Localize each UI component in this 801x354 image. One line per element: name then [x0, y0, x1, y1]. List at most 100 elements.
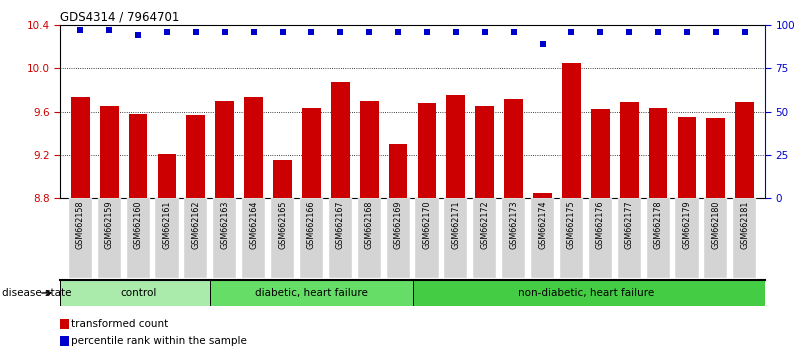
Bar [589, 198, 612, 278]
Bar [733, 198, 756, 278]
Bar [328, 198, 352, 278]
Text: non-diabetic, heart failure: non-diabetic, heart failure [517, 288, 654, 298]
Point [74, 27, 87, 33]
Text: GSM662173: GSM662173 [509, 201, 518, 249]
Point [739, 29, 751, 35]
Bar [502, 198, 525, 278]
Point [131, 32, 144, 38]
Text: GSM662158: GSM662158 [76, 201, 85, 249]
Text: GSM662169: GSM662169 [393, 201, 403, 249]
Bar [127, 198, 150, 278]
Point [594, 29, 606, 35]
Point [103, 27, 115, 33]
Bar [129, 114, 147, 198]
Bar [388, 144, 408, 198]
Bar [560, 198, 583, 278]
Point [421, 29, 433, 35]
Bar [675, 198, 698, 278]
Point [652, 29, 665, 35]
Bar [417, 103, 437, 198]
Bar [533, 193, 552, 198]
Text: GSM662176: GSM662176 [596, 201, 605, 249]
Bar [360, 101, 379, 198]
Bar [71, 97, 90, 198]
Text: GSM662162: GSM662162 [191, 201, 200, 249]
Bar [620, 102, 638, 198]
Bar [60, 319, 69, 329]
Bar [215, 101, 234, 198]
Text: GSM662161: GSM662161 [163, 201, 171, 249]
Bar [155, 198, 179, 278]
Bar [98, 198, 121, 278]
Bar [416, 198, 438, 278]
Text: GSM662171: GSM662171 [451, 201, 461, 249]
Text: diabetic, heart failure: diabetic, heart failure [255, 288, 368, 298]
Text: disease state: disease state [2, 288, 71, 298]
Bar [60, 336, 69, 346]
Text: GSM662164: GSM662164 [249, 201, 258, 249]
Bar [273, 160, 292, 198]
Text: GSM662167: GSM662167 [336, 201, 344, 249]
Point [392, 29, 405, 35]
Bar [473, 198, 497, 278]
Bar [704, 198, 727, 278]
Point [478, 29, 491, 35]
Text: GSM662178: GSM662178 [654, 201, 662, 249]
Bar [213, 198, 236, 278]
Text: GSM662180: GSM662180 [711, 201, 720, 249]
Point [536, 41, 549, 47]
Text: GSM662174: GSM662174 [538, 201, 547, 249]
Text: GSM662172: GSM662172 [481, 201, 489, 249]
Text: GSM662179: GSM662179 [682, 201, 691, 249]
Bar [618, 198, 641, 278]
Bar [184, 198, 207, 278]
Text: GSM662166: GSM662166 [307, 201, 316, 249]
Bar [187, 115, 205, 198]
Point [363, 29, 376, 35]
Text: GSM662181: GSM662181 [740, 201, 749, 249]
Bar [475, 106, 494, 198]
Bar [445, 198, 468, 278]
Bar [591, 109, 610, 198]
Point [449, 29, 462, 35]
Text: GSM662165: GSM662165 [278, 201, 287, 249]
Text: control: control [120, 288, 156, 298]
Bar [646, 198, 670, 278]
Text: GSM662175: GSM662175 [567, 201, 576, 249]
Bar [357, 198, 380, 278]
Text: GDS4314 / 7964701: GDS4314 / 7964701 [60, 11, 179, 24]
Text: GSM662170: GSM662170 [422, 201, 432, 249]
Bar [331, 82, 350, 198]
Bar [60, 280, 216, 306]
Bar [271, 198, 294, 278]
Bar [69, 198, 92, 278]
Point [565, 29, 578, 35]
Point [334, 29, 347, 35]
Text: GSM662163: GSM662163 [220, 201, 229, 249]
Point [710, 29, 723, 35]
Bar [706, 118, 725, 198]
Point [681, 29, 694, 35]
Point [190, 29, 203, 35]
Bar [562, 63, 581, 198]
Text: percentile rank within the sample: percentile rank within the sample [71, 336, 248, 346]
Text: GSM662168: GSM662168 [364, 201, 374, 249]
Bar [158, 154, 176, 198]
Bar [505, 98, 523, 198]
Point [305, 29, 318, 35]
Text: GSM662159: GSM662159 [105, 201, 114, 249]
Text: GSM662177: GSM662177 [625, 201, 634, 249]
Point [248, 29, 260, 35]
Bar [649, 108, 667, 198]
Bar [413, 280, 765, 306]
Bar [300, 198, 323, 278]
Bar [211, 280, 418, 306]
Bar [678, 117, 696, 198]
Bar [242, 198, 265, 278]
Bar [302, 108, 320, 198]
Bar [387, 198, 409, 278]
Point [160, 29, 173, 35]
Bar [446, 95, 465, 198]
Text: transformed count: transformed count [71, 319, 168, 329]
Point [622, 29, 635, 35]
